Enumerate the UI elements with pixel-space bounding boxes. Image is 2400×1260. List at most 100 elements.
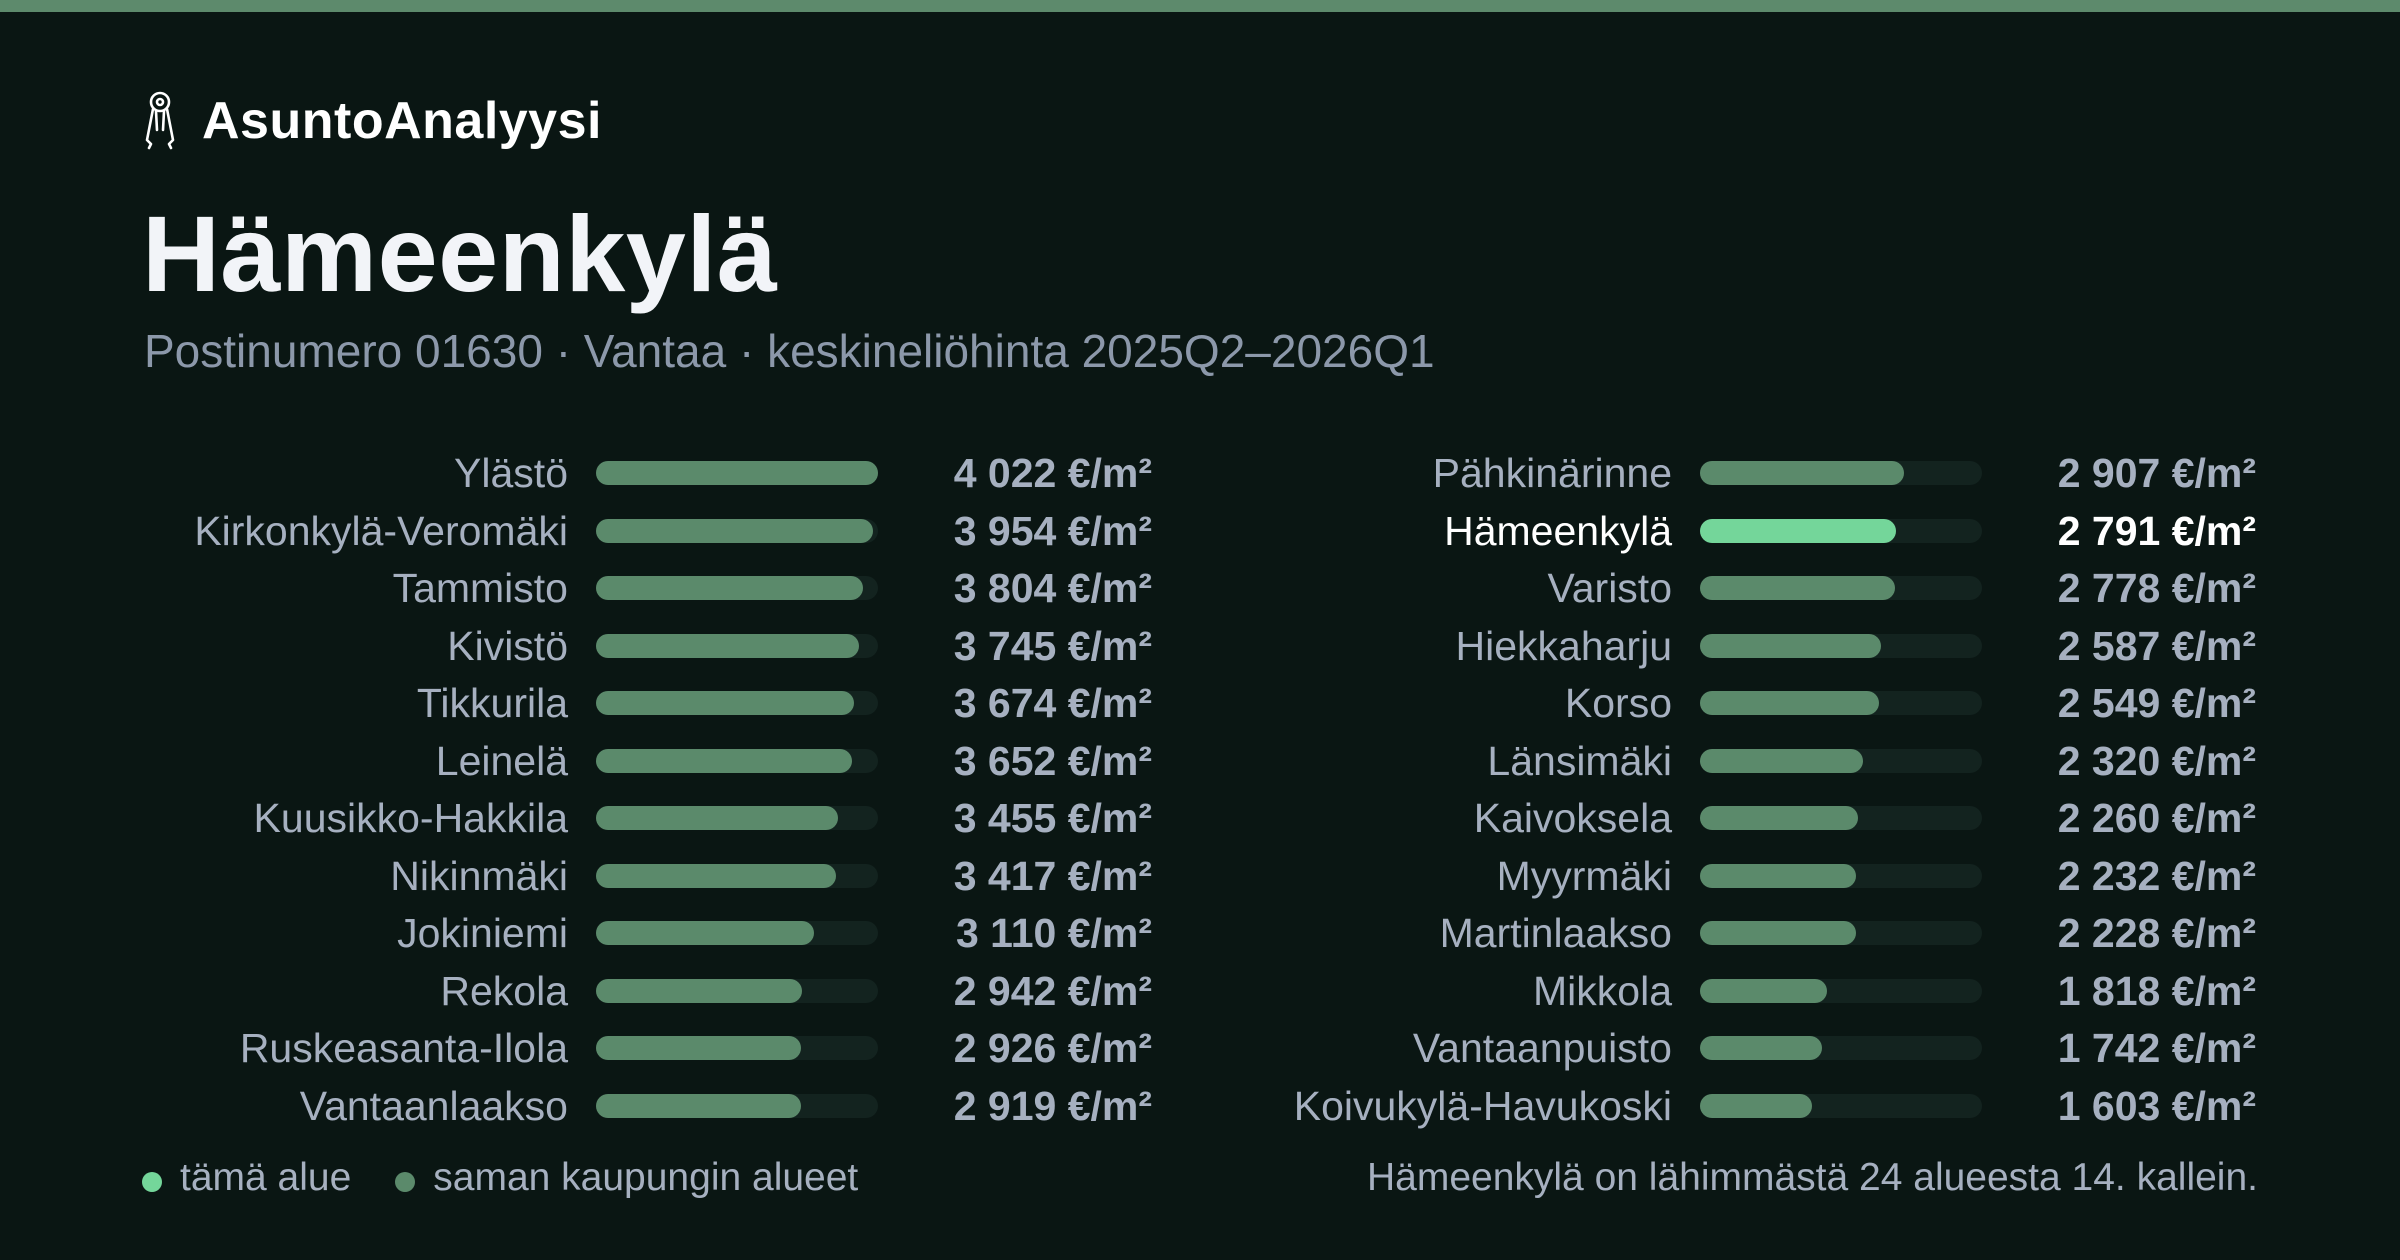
- bar-label: Nikinmäki: [390, 852, 568, 899]
- bar: [596, 691, 854, 715]
- bar-value-label: 1 603 €/m²: [2057, 1082, 2256, 1129]
- bar-value-label: 2 232 €/m²: [2057, 852, 2256, 899]
- bar-label: Tammisto: [392, 565, 568, 611]
- bar: [596, 748, 853, 773]
- bar-value-label: 1 742 €/m²: [2057, 1025, 2256, 1071]
- bar: [596, 921, 815, 945]
- bar: [596, 978, 803, 1003]
- bar-track: [596, 461, 878, 485]
- bar-label: Vantaanlaakso: [299, 1082, 568, 1129]
- top-accent-bar: [0, 0, 2400, 12]
- bar: [1700, 1093, 1813, 1118]
- bar-value-label: 4 022 €/m²: [953, 450, 1152, 496]
- bar: [596, 806, 839, 830]
- bar: [1700, 633, 1882, 658]
- bar-track: [596, 748, 878, 773]
- bar: [596, 633, 859, 658]
- legend-dot-bar-icon: [395, 1172, 416, 1192]
- bar-label: Leinelä: [435, 737, 568, 784]
- legend-item-this-area: tämä alue: [142, 1156, 351, 1200]
- legend: tämä alue saman kaupungin alueet: [142, 1150, 902, 1206]
- bar: [596, 863, 836, 888]
- bar: [596, 1036, 802, 1060]
- bar-label: Martinlaakso: [1439, 910, 1672, 956]
- bar-track: [596, 978, 878, 1003]
- bar: [1700, 691, 1879, 715]
- bar-label: Mikkola: [1533, 967, 1672, 1014]
- bar: [1700, 576, 1895, 600]
- bar-label: Varisto: [1547, 565, 1672, 611]
- bar: [596, 576, 863, 600]
- bar: [1700, 748, 1863, 773]
- bar-label: Koivukylä-Havukoski: [1293, 1082, 1672, 1129]
- bar-track: [596, 806, 878, 830]
- bar-value-label: 2 260 €/m²: [2057, 795, 2256, 841]
- bar-track: [1700, 576, 1982, 600]
- bar-track: [596, 691, 878, 715]
- bar-value-label: 2 320 €/m²: [2057, 737, 2256, 784]
- brand: AsuntoAnalyysi: [140, 88, 602, 154]
- bar: [596, 518, 874, 543]
- bar-track: [1700, 921, 1982, 945]
- bar-value-label: 3 954 €/m²: [953, 507, 1152, 554]
- bar-track: [1700, 518, 1982, 543]
- bar-value-label: 2 919 €/m²: [953, 1082, 1152, 1129]
- bar: [1700, 461, 1904, 485]
- bar-value-label: 2 791 €/m²: [2057, 507, 2256, 554]
- bar-label: Korso: [1564, 680, 1672, 726]
- bar-track: [596, 1093, 878, 1118]
- bar-track: [596, 518, 878, 543]
- bar-label: Hiekkaharju: [1455, 622, 1673, 669]
- bar-value-label: 2 587 €/m²: [2057, 622, 2256, 669]
- bar-label: Jokiniemi: [397, 910, 568, 956]
- bar-label: Vantaanpuisto: [1412, 1025, 1672, 1071]
- page-subtitle: Postinumero 01630 · Vantaa · keskineliöh…: [144, 325, 1435, 377]
- bar: [1700, 518, 1896, 543]
- bar: [1700, 863, 1857, 888]
- bar-label: Tikkurila: [416, 680, 568, 726]
- bar-value-label: 3 455 €/m²: [953, 795, 1152, 841]
- bar-value-label: 3 804 €/m²: [953, 565, 1152, 611]
- bar: [1700, 806, 1859, 830]
- bar-track: [596, 633, 878, 658]
- bar-value-label: 3 110 €/m²: [955, 910, 1152, 956]
- page-title: Hämeenkylä: [142, 193, 778, 314]
- bar-value-label: 2 907 €/m²: [2057, 450, 2256, 496]
- bar-label: Rekola: [440, 967, 568, 1014]
- bar-track: [1700, 691, 1982, 715]
- bar: [596, 1093, 801, 1118]
- bar-track: [1700, 1093, 1982, 1118]
- bar-value-label: 2 228 €/m²: [2057, 910, 2256, 956]
- brand-name: AsuntoAnalyysi: [202, 92, 602, 150]
- bar: [1700, 921, 1857, 945]
- bar: [1700, 978, 1828, 1003]
- bar-label: Kaivoksela: [1473, 795, 1672, 841]
- bar-track: [1700, 461, 1982, 485]
- bar-track: [1700, 633, 1982, 658]
- legend-item-same-city: saman kaupungin alueet: [395, 1156, 858, 1200]
- bar-value-label: 2 549 €/m²: [2057, 680, 2256, 726]
- bar-value-label: 2 926 €/m²: [953, 1025, 1152, 1071]
- legend-label-this-area: tämä alue: [180, 1156, 352, 1199]
- bar-label: Hämeenkylä: [1444, 507, 1672, 554]
- bar-value-label: 2 942 €/m²: [953, 967, 1152, 1014]
- legend-dot-accent-icon: [142, 1172, 162, 1192]
- bar-value-label: 2 778 €/m²: [2057, 565, 2256, 611]
- bar-label: Pähkinärinne: [1432, 450, 1672, 496]
- keys-icon: [145, 91, 175, 150]
- bar-track: [596, 863, 878, 888]
- rank-note: Hämeenkylä on lähimmästä 24 alueesta 14.…: [1366, 1156, 2258, 1199]
- bar-value-label: 1 818 €/m²: [2057, 967, 2256, 1014]
- bar-track: [1700, 863, 1982, 888]
- bar-label: Ruskeasanta-Ilola: [239, 1025, 568, 1071]
- bar-track: [596, 921, 878, 945]
- bar-label: Kivistö: [447, 622, 568, 669]
- bar: [596, 461, 878, 485]
- bar-track: [596, 576, 878, 600]
- bar-label: Myyrmäki: [1496, 852, 1672, 899]
- bar-track: [1700, 978, 1982, 1003]
- bar-value-label: 3 652 €/m²: [953, 737, 1152, 784]
- bar-track: [1700, 748, 1982, 773]
- bar-value-label: 3 745 €/m²: [953, 622, 1152, 669]
- bar: [1700, 1036, 1823, 1060]
